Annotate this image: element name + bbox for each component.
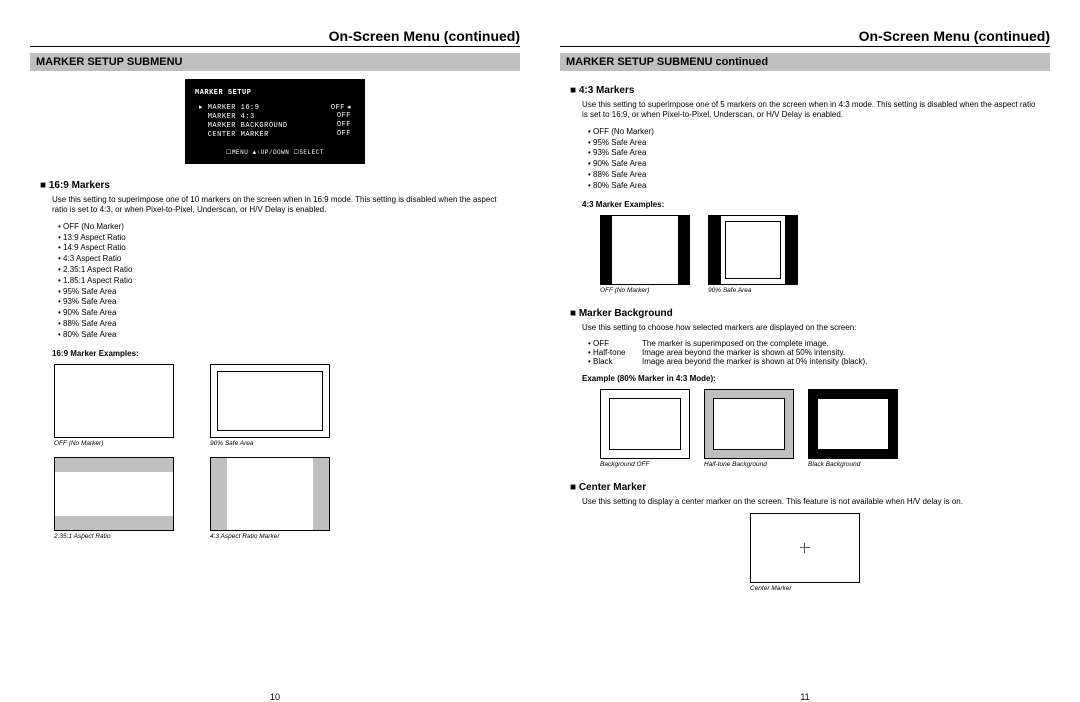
list-item: 90% Safe Area: [588, 159, 1050, 170]
page-left: On-Screen Menu (continued) MARKER SETUP …: [30, 28, 520, 688]
screen-43-90-safe: [708, 215, 798, 285]
list-item: 93% Safe Area: [588, 148, 1050, 159]
figure-caption: OFF (No Marker): [600, 287, 649, 294]
list-item: 1.85:1 Aspect Ratio: [58, 276, 520, 287]
marker-option-list: OFF (No Marker) 13:9 Aspect Ratio 14:9 A…: [58, 222, 520, 341]
list-item: 80% Safe Area: [588, 181, 1050, 192]
page-number: 11: [560, 692, 1050, 702]
body-text: Use this setting to display a center mar…: [582, 497, 1038, 507]
list-item: 13:9 Aspect Ratio: [58, 233, 520, 244]
list-item: 14:9 Aspect Ratio: [58, 243, 520, 254]
figure-row: OFF (No Marker) 90% Safe Area: [600, 215, 1026, 294]
examples-label: 4:3 Marker Examples:: [582, 200, 1050, 209]
heading-marker-background: Marker Background: [570, 308, 1050, 319]
screen-off-no-marker: [54, 364, 174, 438]
screen-43-off: [600, 215, 690, 285]
examples-label: 16:9 Marker Examples:: [52, 349, 520, 358]
heading-16-9-markers: 16:9 Markers: [40, 180, 520, 191]
menu-row: MARKER 16:9OFF: [195, 103, 355, 112]
list-item: 93% Safe Area: [58, 297, 520, 308]
figure: 4:3 Aspect Ratio Marker: [210, 457, 330, 540]
figure: Black Background: [808, 389, 898, 468]
figure-row: 2.35:1 Aspect Ratio 4:3 Aspect Ratio Mar…: [54, 457, 496, 540]
list-item: 90% Safe Area: [58, 308, 520, 319]
cross-icon: [800, 543, 810, 553]
figure-row: Background OFF Half-tone Background Blac…: [600, 389, 1026, 468]
list-item: 95% Safe Area: [588, 138, 1050, 149]
menu-row: MARKER BACKGROUNDOFF: [195, 121, 355, 130]
list-item: 95% Safe Area: [58, 287, 520, 298]
screen-bg-halftone: [704, 389, 794, 459]
section-bar-left: MARKER SETUP SUBMENU: [30, 53, 520, 71]
screen-235-aspect: [54, 457, 174, 531]
heading-center-marker: Center Marker: [570, 482, 1050, 493]
section-bar-right: MARKER SETUP SUBMENU continued: [560, 53, 1050, 71]
screen-bg-black: [808, 389, 898, 459]
figure-caption: Half-tone Background: [704, 461, 767, 468]
page-number: 10: [30, 692, 520, 702]
list-item: OFF (No Marker): [58, 222, 520, 233]
figure-row: OFF (No Marker) 90% Safe Area: [54, 364, 496, 447]
figure: 90% Safe Area: [708, 215, 798, 294]
list-item: 4:3 Aspect Ratio: [58, 254, 520, 265]
menu-title: MARKER SETUP: [195, 89, 355, 97]
figure-caption: 2.35:1 Aspect Ratio: [54, 533, 111, 540]
figure: 2.35:1 Aspect Ratio: [54, 457, 174, 540]
figure: Background OFF: [600, 389, 690, 468]
screen-center-marker: [750, 513, 860, 583]
list-item: 88% Safe Area: [588, 170, 1050, 181]
figure-caption: Background OFF: [600, 461, 650, 468]
figure-caption: 4:3 Aspect Ratio Marker: [210, 533, 279, 540]
body-text: Use this setting to superimpose one of 5…: [582, 100, 1038, 121]
menu-row: MARKER 4:3OFF: [195, 112, 355, 121]
figure: 90% Safe Area: [210, 364, 330, 447]
figure-caption: OFF (No Marker): [54, 440, 103, 447]
page-header: On-Screen Menu (continued): [560, 28, 1050, 47]
menu-row: CENTER MARKEROFF: [195, 130, 355, 139]
marker-option-list: OFF (No Marker) 95% Safe Area 93% Safe A…: [588, 127, 1050, 192]
menu-screenshot: MARKER SETUP MARKER 16:9OFF MARKER 4:3OF…: [185, 79, 365, 164]
list-item: OFF (No Marker): [588, 127, 1050, 138]
figure: OFF (No Marker): [600, 215, 690, 294]
screen-bg-off: [600, 389, 690, 459]
examples-label: Example (80% Marker in 4:3 Mode):: [582, 374, 1050, 383]
figure-caption: Black Background: [808, 461, 860, 468]
screen-90-safe: [210, 364, 330, 438]
figure: Half-tone Background: [704, 389, 794, 468]
list-item: 80% Safe Area: [58, 330, 520, 341]
page-header: On-Screen Menu (continued): [30, 28, 520, 47]
figure-caption: 90% Safe Area: [210, 440, 253, 447]
menu-hint: ☐MENU ▲↑UP/DOWN ☐SELECT: [195, 149, 355, 156]
list-item: 2.35:1 Aspect Ratio: [58, 265, 520, 276]
screen-43-aspect: [210, 457, 330, 531]
page-right: On-Screen Menu (continued) MARKER SETUP …: [560, 28, 1050, 688]
body-text: Use this setting to superimpose one of 1…: [52, 195, 508, 216]
list-item: 88% Safe Area: [58, 319, 520, 330]
figure-row: Center Marker: [660, 513, 950, 592]
figure: OFF (No Marker): [54, 364, 174, 447]
background-options: OFFThe marker is superimposed on the com…: [588, 339, 1050, 366]
figure: Center Marker: [750, 513, 860, 592]
body-text: Use this setting to choose how selected …: [582, 323, 1038, 333]
heading-4-3-markers: 4:3 Markers: [570, 85, 1050, 96]
figure-caption: Center Marker: [750, 585, 792, 592]
figure-caption: 90% Safe Area: [708, 287, 751, 294]
